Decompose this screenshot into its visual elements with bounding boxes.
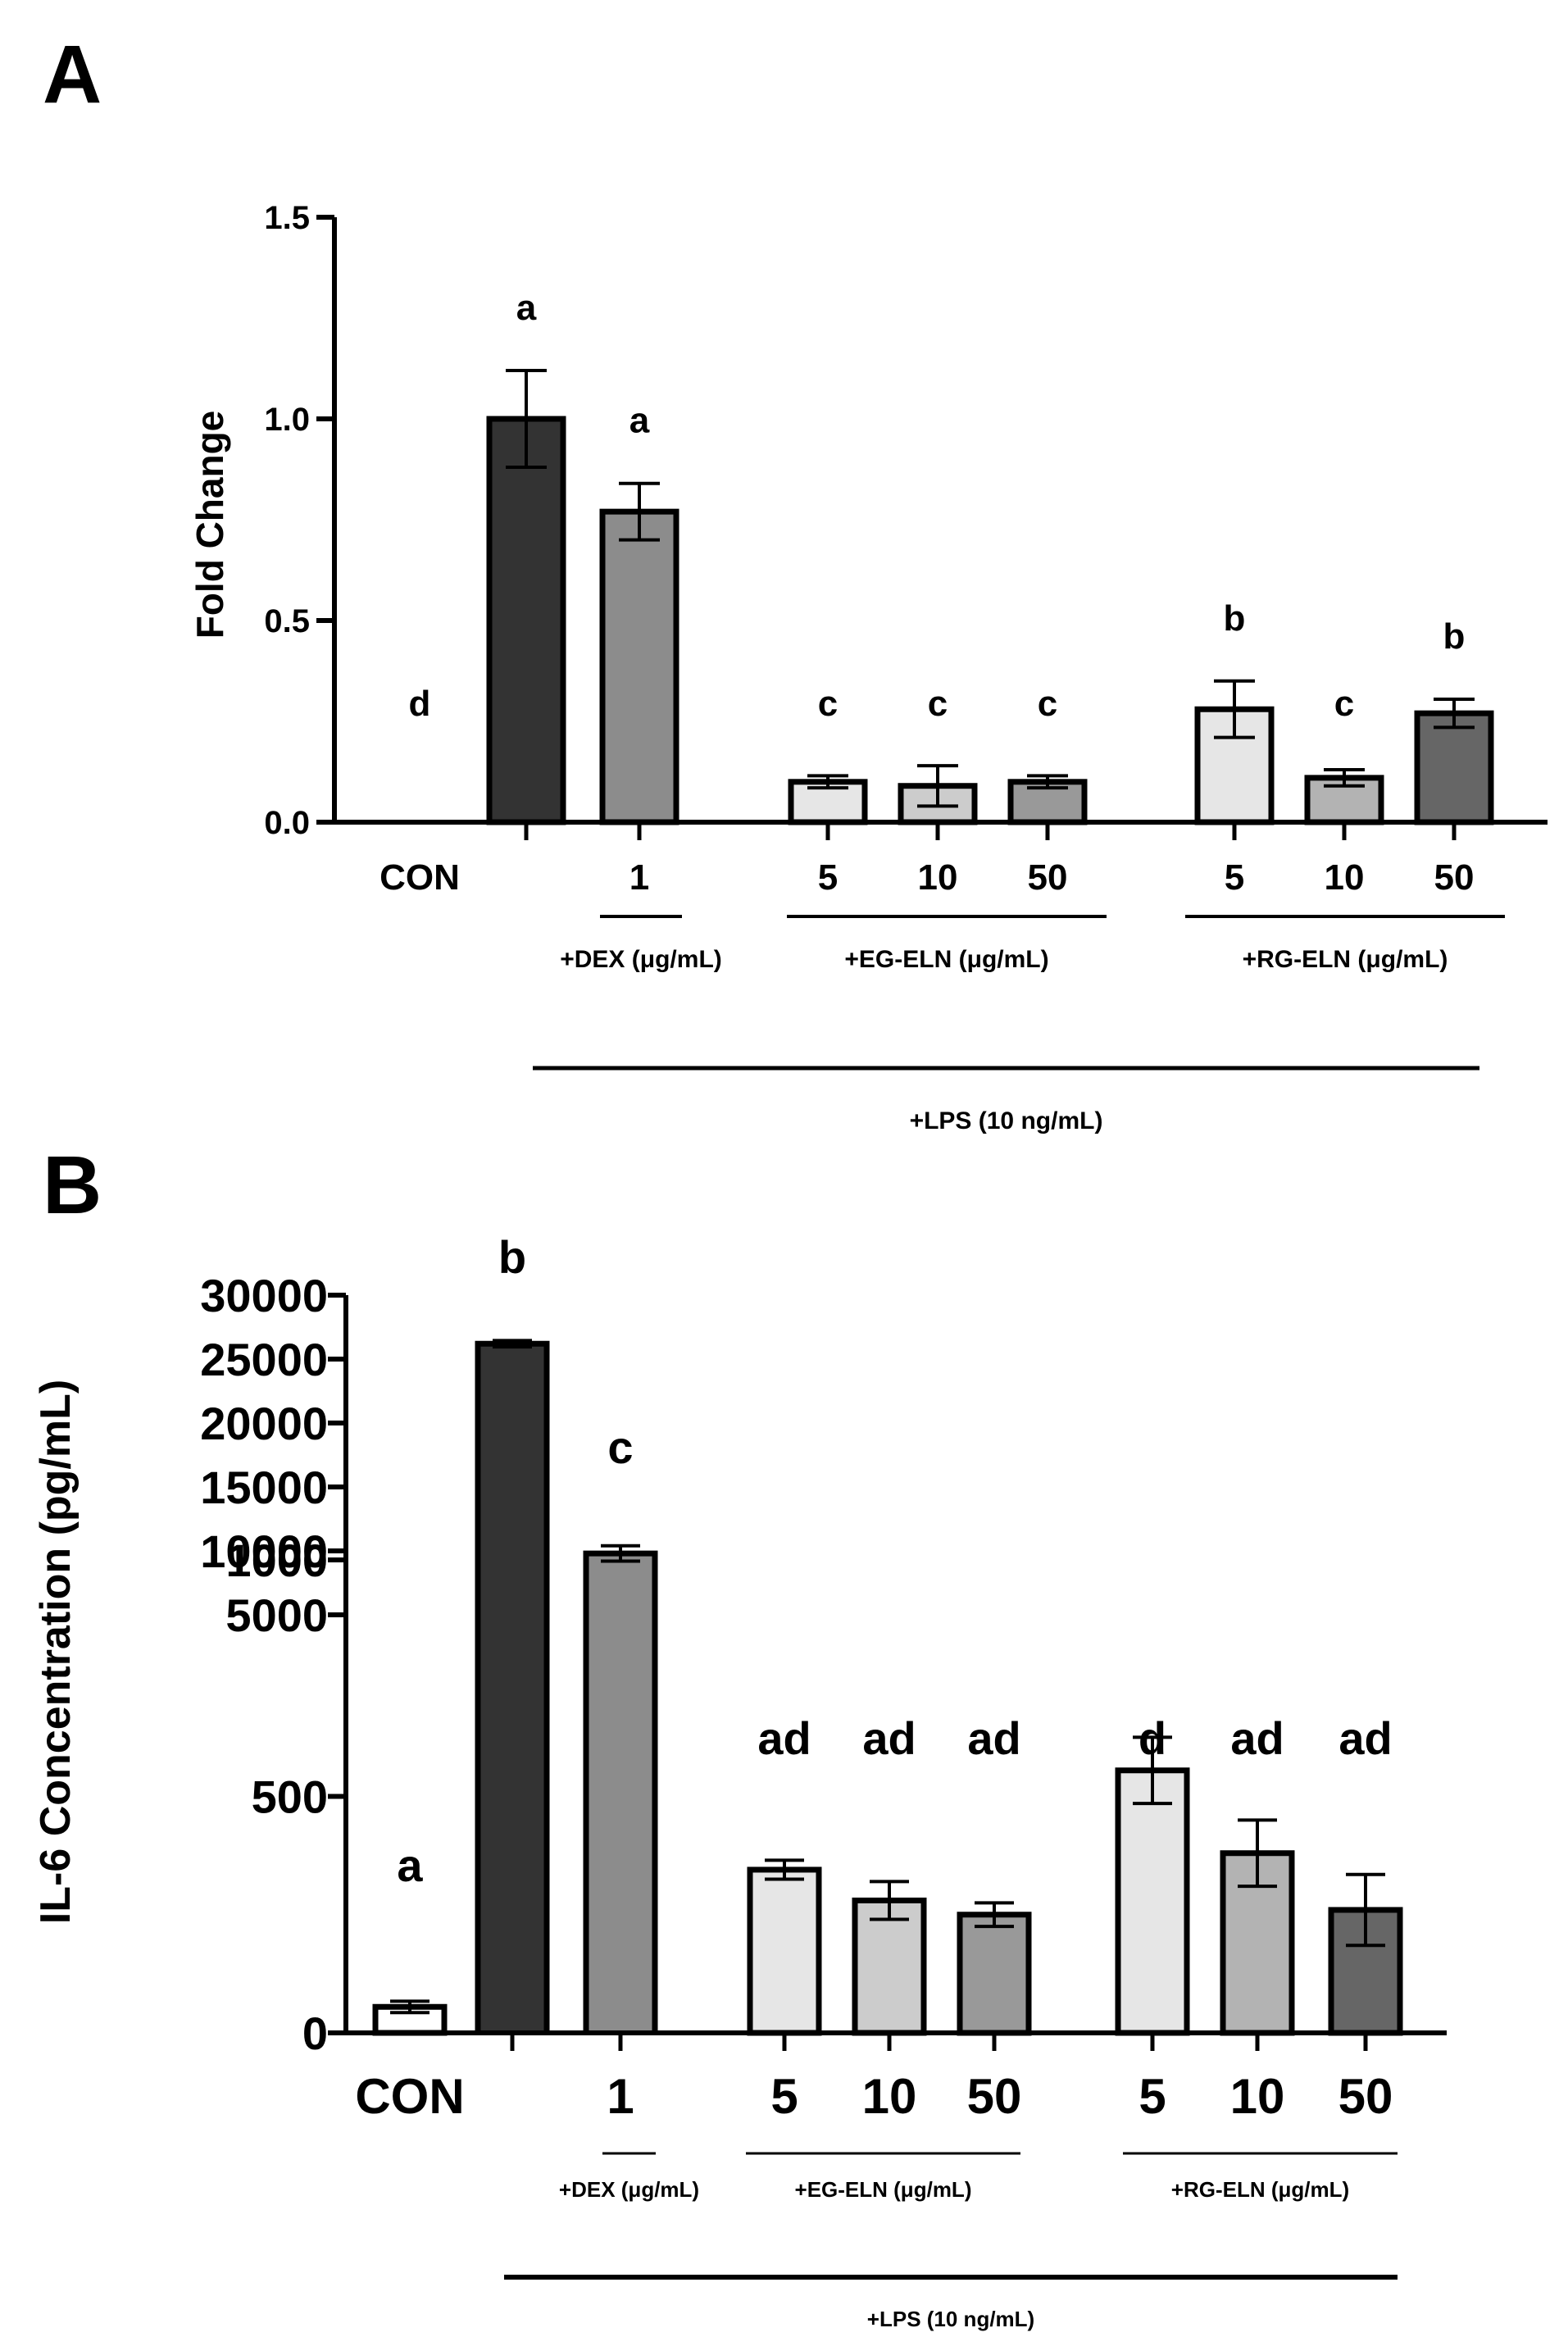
x-tick-label-b-6: 5	[1139, 2069, 1166, 2124]
error-bar-a-7	[1324, 768, 1365, 788]
bar-a-2	[599, 508, 679, 825]
sig-letter-a-4: c	[928, 684, 948, 724]
error-bar-b-1	[493, 1339, 532, 1349]
error-bar-a-6	[1214, 679, 1255, 739]
sig-letter-a-3: c	[818, 684, 838, 724]
bar-a-8	[1414, 710, 1494, 825]
sig-letter-b-4: ad	[862, 1712, 916, 1764]
y-tick-label-a-1: 0.5	[264, 603, 310, 639]
sig-letter-a-8: b	[1443, 616, 1466, 657]
bar-b-upper-fill	[586, 1553, 655, 1615]
sig-letter-b-1: b	[498, 1231, 526, 1283]
error-bar-b-0	[390, 1999, 429, 2015]
error-bar-b-5	[975, 1901, 1014, 1929]
x-tick-label-a-2: 1	[629, 857, 649, 898]
x-tick-label-b-5: 50	[967, 2069, 1022, 2124]
x-tick-label-b-0: CON	[355, 2069, 464, 2124]
bar-b-1	[475, 1340, 550, 2033]
x-tick-label-a-8: 50	[1434, 857, 1475, 898]
y-tick-label-a-3: 1.5	[264, 200, 310, 236]
x-tick-label-b-2: 1	[607, 2069, 634, 2124]
bar-b-upper-fill	[478, 1344, 547, 1615]
sig-letter-b-7: ad	[1230, 1712, 1284, 1764]
y-tick-label-b-upper-3: 20000	[200, 1398, 328, 1449]
bar-a-1	[486, 416, 566, 825]
x-tick-label-b-3: 5	[770, 2069, 798, 2124]
x-tick-label-b-4: 10	[862, 2069, 917, 2124]
y-tick-label-b-lower-0: 0	[302, 2007, 328, 2059]
y-tick-label-b-lower-2: 1000	[225, 1535, 328, 1586]
lps-label-a: +LPS (10 ng/mL)	[910, 1107, 1103, 1134]
error-bar-a-5	[1027, 774, 1068, 790]
y-axis-label-b: IL-6 Concentration (pg/mL)	[32, 1380, 80, 1924]
y-tick-label-a-0: 0.0	[264, 805, 310, 841]
panel-a-letter: A	[43, 29, 102, 120]
group-label-b-0: +DEX (μg/mL)	[559, 2177, 699, 2202]
y-tick-label-b-upper-4: 25000	[200, 1334, 328, 1385]
x-tick-label-a-0: CON	[380, 857, 460, 898]
panel-b-letter: B	[43, 1139, 102, 1231]
sig-letter-a-0: d	[409, 684, 431, 724]
group-label-a-1: +EG-ELN (μg/mL)	[844, 946, 1048, 973]
error-bar-b-4	[870, 1880, 909, 1921]
error-bar-b-6	[1133, 1735, 1172, 1806]
bar-b-2	[583, 1550, 658, 2033]
error-bar-b-2	[601, 1544, 640, 1563]
chart-a: d a a c c c b c b 0.0 0.5 1.0 1.5 CON 1 5 10 50 5 10 50 +DEX …	[189, 200, 1548, 1134]
x-tick-label-a-7: 10	[1325, 857, 1365, 898]
error-bar-a-4	[917, 764, 958, 808]
sig-letter-a-2: a	[629, 401, 650, 441]
group-label-b-1: +EG-ELN (μg/mL)	[795, 2177, 972, 2202]
error-bar-b-8	[1346, 1872, 1385, 1948]
y-axis-label-a: Fold Change	[189, 411, 231, 639]
sig-letter-a-6: b	[1224, 598, 1246, 639]
bar-b-6	[1115, 1767, 1190, 2036]
y-tick-label-b-upper-5: 30000	[200, 1270, 328, 1321]
error-bar-a-8	[1434, 697, 1475, 730]
x-tick-label-a-3: 5	[818, 857, 838, 898]
sig-letter-a-7: c	[1334, 684, 1354, 724]
y-tick-label-a-2: 1.0	[264, 402, 310, 438]
sig-letter-b-8: ad	[1338, 1712, 1392, 1764]
sig-letter-b-2: c	[607, 1421, 633, 1473]
sig-letter-b-0: a	[397, 1839, 423, 1891]
x-tick-label-a-5: 50	[1028, 857, 1068, 898]
sig-letter-b-5: ad	[967, 1712, 1020, 1764]
error-bar-a-2	[619, 481, 660, 542]
error-bar-a-3	[807, 774, 848, 790]
lps-label-b: +LPS (10 ng/mL)	[867, 2307, 1034, 2331]
x-tick-label-b-8: 50	[1338, 2069, 1393, 2124]
sig-letter-b-6: d	[1139, 1712, 1166, 1764]
error-bar-b-3	[765, 1858, 804, 1881]
bar-b-lower-fill	[586, 1560, 655, 2033]
bar-a-6	[1194, 706, 1275, 825]
sig-letter-a-5: c	[1038, 684, 1057, 724]
error-bar-b-7	[1238, 1818, 1277, 1889]
bar-b-lower-fill	[478, 1560, 547, 2033]
group-label-a-2: +RG-ELN (μg/mL)	[1243, 946, 1448, 973]
y-tick-label-b-upper-1: 10000	[200, 1525, 328, 1577]
x-tick-label-a-6: 5	[1225, 857, 1244, 898]
error-bar-a-1	[506, 368, 547, 470]
bar-b-5	[957, 1912, 1032, 2036]
group-label-b-2: +RG-ELN (μg/mL)	[1171, 2177, 1349, 2202]
y-tick-label-b-upper-0: 5000	[225, 1589, 328, 1641]
x-tick-label-a-4: 10	[918, 857, 958, 898]
group-label-a-0: +DEX (μg/mL)	[560, 946, 722, 973]
sig-letter-b-3: ad	[757, 1712, 811, 1764]
y-tick-label-b-upper-2: 15000	[200, 1462, 328, 1513]
x-tick-label-b-7: 10	[1230, 2069, 1285, 2124]
sig-letter-a-1: a	[516, 288, 537, 328]
bar-b-3	[747, 1866, 822, 2036]
y-tick-label-b-lower-1: 500	[252, 1771, 328, 1823]
